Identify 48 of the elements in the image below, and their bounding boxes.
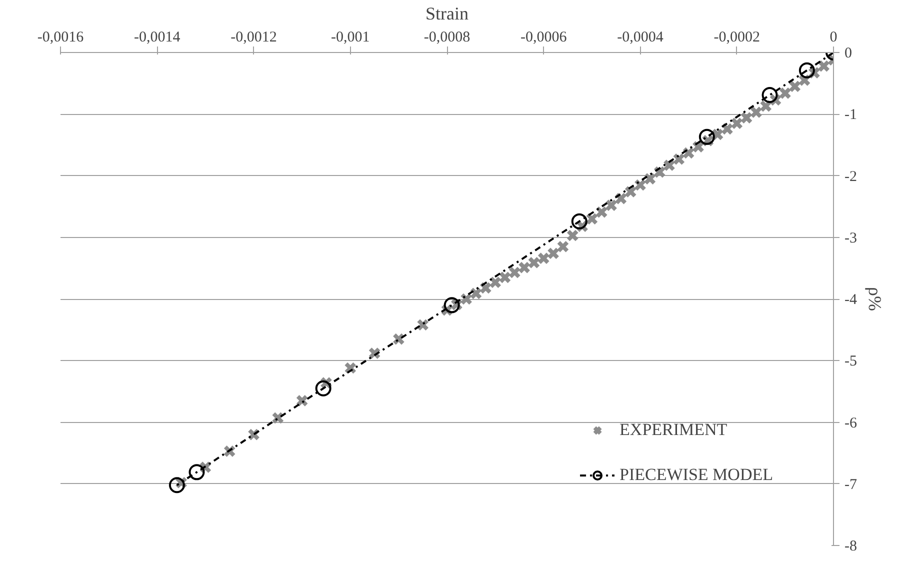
- point: [168, 477, 185, 494]
- point: [778, 86, 792, 100]
- point: [444, 297, 460, 314]
- point: [672, 152, 686, 166]
- point: [605, 199, 618, 212]
- point: [296, 394, 308, 407]
- y-tick-label: -5: [844, 354, 857, 370]
- point: [556, 240, 570, 253]
- x-tick-label: -0,0008: [424, 30, 470, 46]
- point: [272, 412, 284, 424]
- x-tick-label: -0,001: [331, 30, 370, 46]
- y-tick-label: -6: [844, 415, 858, 432]
- point: [682, 146, 695, 160]
- y-tick-label: 0: [844, 46, 852, 62]
- x-tick-label: -0,0016: [37, 30, 84, 46]
- point: [416, 318, 430, 332]
- point: [698, 128, 715, 145]
- point: [315, 380, 332, 396]
- y-axis-title: ρ%: [864, 287, 885, 311]
- point: [571, 213, 588, 230]
- y-tick-label: -1: [844, 107, 857, 124]
- x-tick-label: -0,0004: [617, 30, 664, 46]
- point: [798, 62, 815, 78]
- legend-label: EXPERIMENT: [620, 420, 728, 440]
- x-axis-title: Strain: [426, 4, 468, 24]
- y-tick-label: -7: [844, 476, 858, 493]
- point: [368, 346, 381, 360]
- point: [644, 172, 656, 186]
- y-tick-label: -3: [844, 230, 857, 246]
- x-tick-label: -0,0002: [714, 30, 760, 46]
- point: [788, 80, 802, 93]
- point: [586, 212, 598, 226]
- y-tick-label: -2: [844, 168, 857, 185]
- legend-label: PIECEWISE MODEL: [620, 465, 773, 485]
- point: [595, 206, 608, 218]
- x-tick-label: -0,0014: [134, 30, 181, 46]
- point: [818, 60, 830, 72]
- point: [344, 362, 357, 374]
- y-tick-label: -4: [844, 292, 858, 308]
- x-tick-label: -0,0006: [520, 30, 568, 46]
- point: [566, 229, 579, 242]
- y-tick-label: -8: [844, 538, 857, 554]
- x-tick-label: 0: [830, 30, 838, 46]
- point: [392, 332, 405, 346]
- point: [634, 178, 646, 192]
- point: [762, 87, 778, 104]
- point: [188, 464, 205, 480]
- x-tick-label: -0,0012: [230, 30, 277, 46]
